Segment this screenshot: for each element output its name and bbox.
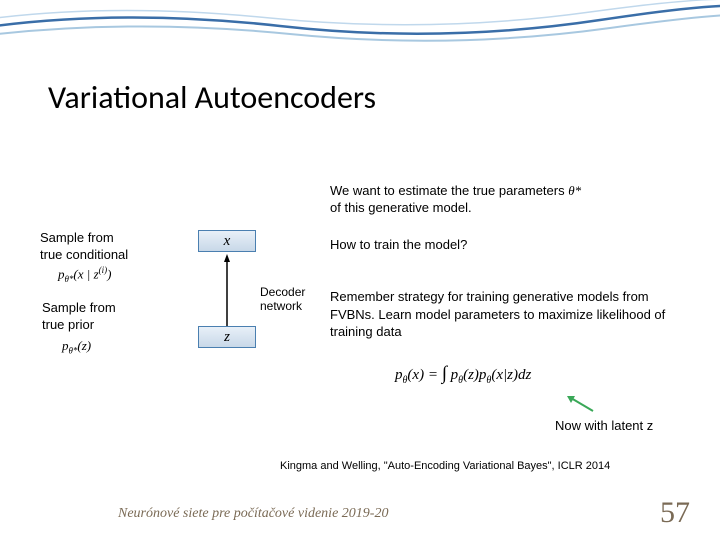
header-wave-decoration — [0, 0, 720, 60]
green-arrow-icon — [565, 395, 595, 413]
box-x: x — [198, 230, 256, 252]
footer-course-name: Neurónové siete pre počítačové videnie 2… — [118, 506, 388, 522]
citation-text: Kingma and Welling, "Auto-Encoding Varia… — [280, 460, 610, 472]
label-sample-conditional: Sample from true conditional — [40, 230, 128, 264]
formula-prior: pθ*(z) — [62, 338, 91, 356]
arrow-up-icon — [224, 254, 230, 326]
integral-formula: pθ(x) = ∫ pθ(z)pθ(x|z)dz — [395, 363, 531, 386]
how-to-train-text: How to train the model? — [330, 237, 467, 252]
slide-title: Variational Autoencoders — [48, 78, 376, 117]
label-sample-prior: Sample from true prior — [42, 300, 116, 334]
decoder-network-label: Decoder network — [260, 285, 305, 314]
remember-strategy-text: Remember strategy for training generativ… — [330, 288, 670, 341]
box-z: z — [198, 326, 256, 348]
now-with-latent-text: Now with latent z — [555, 418, 653, 433]
intro-line2: of this generative model. — [330, 200, 472, 215]
intro-line1: We want to estimate the true parameters — [330, 183, 565, 198]
formula-conditional: pθ*(x | z(i)) — [58, 265, 112, 284]
intro-text: We want to estimate the true parameters … — [330, 183, 581, 217]
theta-star-symbol: θ* — [568, 183, 581, 198]
page-number: 57 — [660, 496, 690, 530]
